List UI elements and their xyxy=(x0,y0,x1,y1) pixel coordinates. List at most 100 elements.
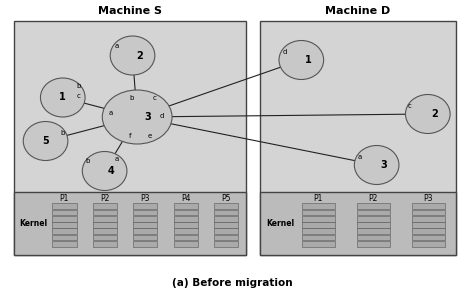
Text: a: a xyxy=(109,110,113,116)
Text: b: b xyxy=(76,83,80,89)
Text: b: b xyxy=(60,130,65,136)
Bar xyxy=(357,235,390,241)
Text: Kernel: Kernel xyxy=(266,219,294,228)
Text: c: c xyxy=(153,95,157,101)
Text: d: d xyxy=(282,49,287,55)
Text: 2: 2 xyxy=(431,109,438,119)
Text: b: b xyxy=(86,158,90,164)
Text: P3: P3 xyxy=(424,194,433,202)
Bar xyxy=(302,222,335,228)
Bar xyxy=(412,241,445,247)
Bar xyxy=(93,241,117,247)
Bar xyxy=(133,222,158,228)
Ellipse shape xyxy=(40,78,85,117)
Text: 3: 3 xyxy=(144,112,151,122)
Text: P3: P3 xyxy=(140,194,150,202)
Text: e: e xyxy=(147,133,152,139)
Bar xyxy=(93,209,117,215)
Ellipse shape xyxy=(110,36,155,75)
Bar xyxy=(357,229,390,234)
Text: P1: P1 xyxy=(60,194,69,202)
Bar xyxy=(52,222,77,228)
Bar xyxy=(93,229,117,234)
Ellipse shape xyxy=(405,94,450,134)
Text: Kernel: Kernel xyxy=(20,219,47,228)
Bar xyxy=(302,203,335,209)
Bar xyxy=(302,209,335,215)
Bar xyxy=(302,241,335,247)
Text: d: d xyxy=(159,112,164,118)
Bar xyxy=(412,229,445,234)
Bar xyxy=(93,216,117,221)
Ellipse shape xyxy=(102,90,172,144)
Text: P1: P1 xyxy=(313,194,323,202)
Text: a: a xyxy=(358,154,362,160)
Bar xyxy=(412,222,445,228)
Bar xyxy=(173,216,198,221)
Bar xyxy=(173,235,198,241)
Bar xyxy=(214,229,239,234)
Bar xyxy=(214,241,239,247)
Bar xyxy=(302,216,335,221)
Bar xyxy=(52,235,77,241)
FancyBboxPatch shape xyxy=(14,192,246,255)
Bar xyxy=(173,241,198,247)
Text: Machine S: Machine S xyxy=(98,6,162,16)
Text: 1: 1 xyxy=(305,55,312,65)
Text: P5: P5 xyxy=(221,194,231,202)
FancyBboxPatch shape xyxy=(260,192,456,255)
Text: 2: 2 xyxy=(136,50,143,61)
FancyBboxPatch shape xyxy=(14,21,246,255)
Bar xyxy=(412,209,445,215)
Bar xyxy=(173,203,198,209)
Bar xyxy=(52,229,77,234)
Text: f: f xyxy=(129,133,132,139)
Bar xyxy=(173,229,198,234)
Bar xyxy=(52,241,77,247)
Bar xyxy=(133,203,158,209)
Text: 4: 4 xyxy=(108,166,115,176)
Bar xyxy=(412,203,445,209)
Text: P4: P4 xyxy=(181,194,191,202)
Bar xyxy=(214,203,239,209)
Bar xyxy=(357,209,390,215)
Text: b: b xyxy=(130,95,134,101)
Ellipse shape xyxy=(82,152,127,190)
Text: 3: 3 xyxy=(380,160,387,170)
Text: c: c xyxy=(76,92,80,98)
Bar xyxy=(214,235,239,241)
Bar xyxy=(214,222,239,228)
Text: Machine D: Machine D xyxy=(326,6,391,16)
Bar xyxy=(133,235,158,241)
Text: (a) Before migration: (a) Before migration xyxy=(172,278,293,289)
Bar xyxy=(173,209,198,215)
Bar xyxy=(412,235,445,241)
Bar xyxy=(214,216,239,221)
Bar xyxy=(52,216,77,221)
Bar xyxy=(357,216,390,221)
Ellipse shape xyxy=(354,146,399,184)
Bar xyxy=(214,209,239,215)
Bar xyxy=(357,241,390,247)
Text: P2: P2 xyxy=(368,194,378,202)
Bar xyxy=(133,209,158,215)
Bar xyxy=(52,203,77,209)
Text: a: a xyxy=(115,43,119,49)
Bar xyxy=(412,216,445,221)
Bar xyxy=(93,222,117,228)
Bar xyxy=(133,241,158,247)
Bar xyxy=(357,203,390,209)
Text: 5: 5 xyxy=(42,136,49,146)
Bar xyxy=(133,216,158,221)
Bar xyxy=(93,203,117,209)
Bar xyxy=(302,235,335,241)
Ellipse shape xyxy=(279,40,324,80)
Ellipse shape xyxy=(23,122,68,160)
Text: a: a xyxy=(115,156,119,162)
Bar xyxy=(357,222,390,228)
Text: P2: P2 xyxy=(100,194,110,202)
FancyBboxPatch shape xyxy=(260,21,456,255)
Bar xyxy=(173,222,198,228)
Bar xyxy=(302,229,335,234)
Text: 1: 1 xyxy=(60,92,66,103)
